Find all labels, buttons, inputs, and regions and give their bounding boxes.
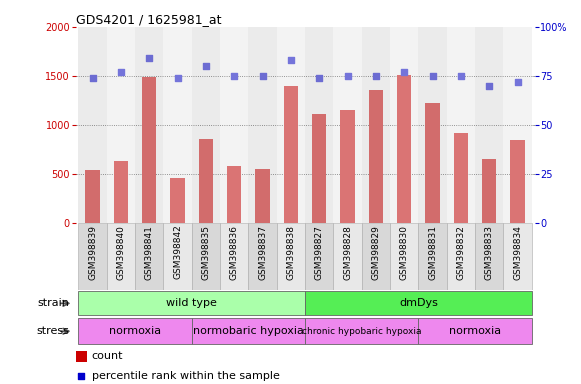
Bar <box>76 351 87 362</box>
Bar <box>142 77 156 223</box>
Bar <box>220 223 248 290</box>
Bar <box>163 223 192 290</box>
Point <box>400 69 409 75</box>
Bar <box>107 27 135 223</box>
Bar <box>163 27 192 223</box>
Point <box>88 75 97 81</box>
Text: normoxia: normoxia <box>109 326 161 336</box>
Bar <box>277 27 305 223</box>
Text: strain: strain <box>38 298 70 308</box>
Bar <box>362 27 390 223</box>
Text: GSM398841: GSM398841 <box>145 225 154 280</box>
Point <box>343 73 352 79</box>
Bar <box>447 27 475 223</box>
Point <box>173 75 182 81</box>
Bar <box>277 223 305 290</box>
Text: normoxia: normoxia <box>449 326 501 336</box>
Text: GSM398833: GSM398833 <box>485 225 494 280</box>
Bar <box>78 223 107 290</box>
Text: GDS4201 / 1625981_at: GDS4201 / 1625981_at <box>76 13 221 26</box>
Text: GSM398828: GSM398828 <box>343 225 352 280</box>
Bar <box>305 27 333 223</box>
Bar <box>503 27 532 223</box>
Bar <box>425 103 440 223</box>
Point <box>456 73 465 79</box>
Text: GSM398837: GSM398837 <box>258 225 267 280</box>
Bar <box>78 27 107 223</box>
Bar <box>475 223 503 290</box>
Bar <box>256 169 270 223</box>
Bar <box>192 27 220 223</box>
Bar <box>362 223 390 290</box>
Text: GSM398840: GSM398840 <box>116 225 125 280</box>
Point <box>513 79 522 85</box>
Text: percentile rank within the sample: percentile rank within the sample <box>92 371 279 381</box>
Bar <box>418 27 447 223</box>
Bar <box>199 139 213 223</box>
Text: GSM398836: GSM398836 <box>229 225 239 280</box>
Bar <box>248 223 277 290</box>
Point <box>258 73 267 79</box>
Bar <box>333 223 362 290</box>
Text: dmDys: dmDys <box>399 298 438 308</box>
Bar <box>454 132 468 223</box>
Bar <box>305 291 532 316</box>
Text: GSM398838: GSM398838 <box>286 225 295 280</box>
Bar <box>305 318 418 344</box>
Bar <box>418 223 447 290</box>
Text: normobaric hypoxia: normobaric hypoxia <box>193 326 304 336</box>
Bar <box>511 141 525 223</box>
Point <box>116 69 125 75</box>
Text: GSM398827: GSM398827 <box>315 225 324 280</box>
Text: chronic hypobaric hypoxia: chronic hypobaric hypoxia <box>302 327 421 336</box>
Bar <box>312 114 327 223</box>
Bar <box>85 170 99 223</box>
Bar <box>503 223 532 290</box>
Bar <box>220 27 248 223</box>
Text: GSM398830: GSM398830 <box>400 225 408 280</box>
Bar <box>78 291 305 316</box>
Text: GSM398834: GSM398834 <box>513 225 522 280</box>
Bar <box>170 178 185 223</box>
Bar <box>135 223 163 290</box>
Bar <box>192 223 220 290</box>
Text: wild type: wild type <box>166 298 217 308</box>
Text: stress: stress <box>37 326 70 336</box>
Text: count: count <box>92 351 123 361</box>
Bar <box>390 223 418 290</box>
Bar <box>114 161 128 223</box>
Bar <box>305 223 333 290</box>
Bar <box>78 318 192 344</box>
Point <box>76 372 85 379</box>
Bar <box>482 159 496 223</box>
Bar <box>340 110 354 223</box>
Point <box>371 73 381 79</box>
Bar <box>227 166 241 223</box>
Bar <box>418 318 532 344</box>
Bar <box>107 223 135 290</box>
Point <box>145 55 154 61</box>
Bar <box>248 27 277 223</box>
Bar <box>135 27 163 223</box>
Bar <box>475 27 503 223</box>
Point <box>314 75 324 81</box>
Text: GSM398832: GSM398832 <box>456 225 465 280</box>
Text: GSM398829: GSM398829 <box>371 225 381 280</box>
Bar <box>192 318 305 344</box>
Bar <box>284 86 298 223</box>
Point <box>485 83 494 89</box>
Bar <box>369 89 383 223</box>
Text: GSM398842: GSM398842 <box>173 225 182 280</box>
Point <box>201 63 210 69</box>
Text: GSM398831: GSM398831 <box>428 225 437 280</box>
Point <box>428 73 437 79</box>
Bar <box>397 75 411 223</box>
Point <box>286 57 296 63</box>
Bar <box>390 27 418 223</box>
Bar <box>333 27 362 223</box>
Point <box>229 73 239 79</box>
Bar <box>447 223 475 290</box>
Text: GSM398839: GSM398839 <box>88 225 97 280</box>
Text: GSM398835: GSM398835 <box>202 225 210 280</box>
